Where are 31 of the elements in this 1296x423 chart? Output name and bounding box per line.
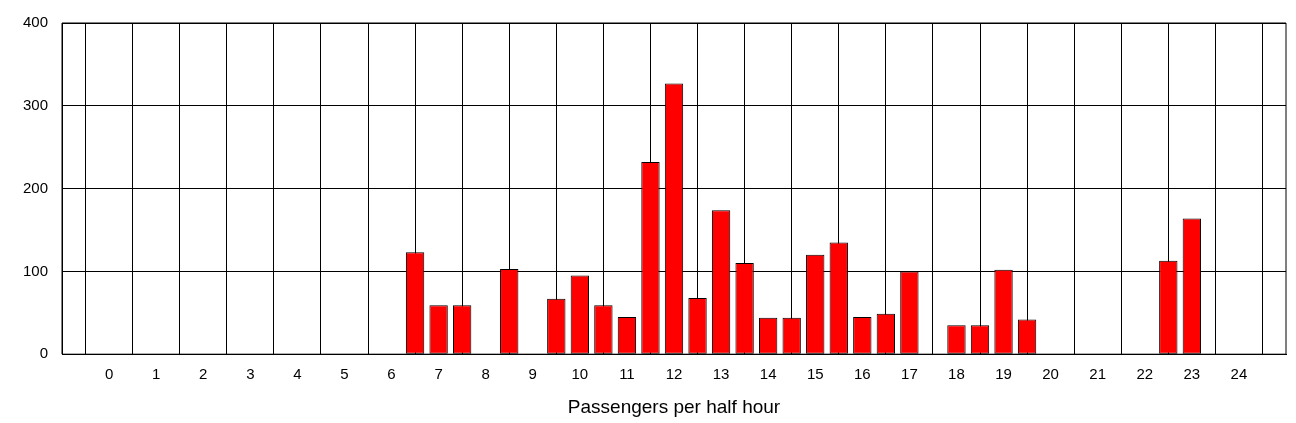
x-tick-label: 5 (340, 365, 349, 383)
x-axis-title: Passengers per half hour (567, 395, 781, 417)
x-tick-label: 20 (1042, 365, 1059, 383)
x-tick-label: 19 (995, 365, 1012, 383)
x-tick-label: 6 (387, 365, 396, 383)
y-tick-label: 300 (22, 95, 48, 113)
x-tick-label: 9 (528, 365, 537, 383)
y-tick-label: 0 (39, 344, 48, 362)
x-tick-label: 3 (246, 365, 255, 383)
x-tick-label: 21 (1089, 365, 1107, 383)
x-tick-label: 0 (104, 365, 114, 383)
x-tick-label: 22 (1136, 365, 1154, 383)
x-tick-label: 18 (948, 365, 965, 383)
x-tick-label: 13 (712, 365, 730, 383)
x-tick-label: 11 (619, 365, 635, 383)
x-tick-label: 23 (1183, 365, 1201, 383)
x-tick-label: 15 (806, 365, 824, 383)
y-tick-label: 200 (22, 178, 48, 196)
x-tick-label: 16 (853, 365, 871, 383)
x-tick-label: 10 (571, 365, 589, 383)
x-tick-label: 4 (293, 365, 302, 383)
x-tick-label: 8 (481, 365, 490, 383)
y-tick-label: 100 (22, 261, 48, 279)
x-tick-label: 2 (199, 365, 208, 383)
x-tick-label: 12 (665, 365, 683, 383)
y-tick-label: 400 (22, 13, 48, 31)
x-tick-label: 24 (1230, 365, 1248, 383)
x-tick-label: 7 (434, 365, 443, 383)
x-tick-label: 1 (151, 365, 161, 383)
x-tick-label: 17 (901, 365, 918, 383)
x-tick-label: 14 (759, 365, 777, 383)
